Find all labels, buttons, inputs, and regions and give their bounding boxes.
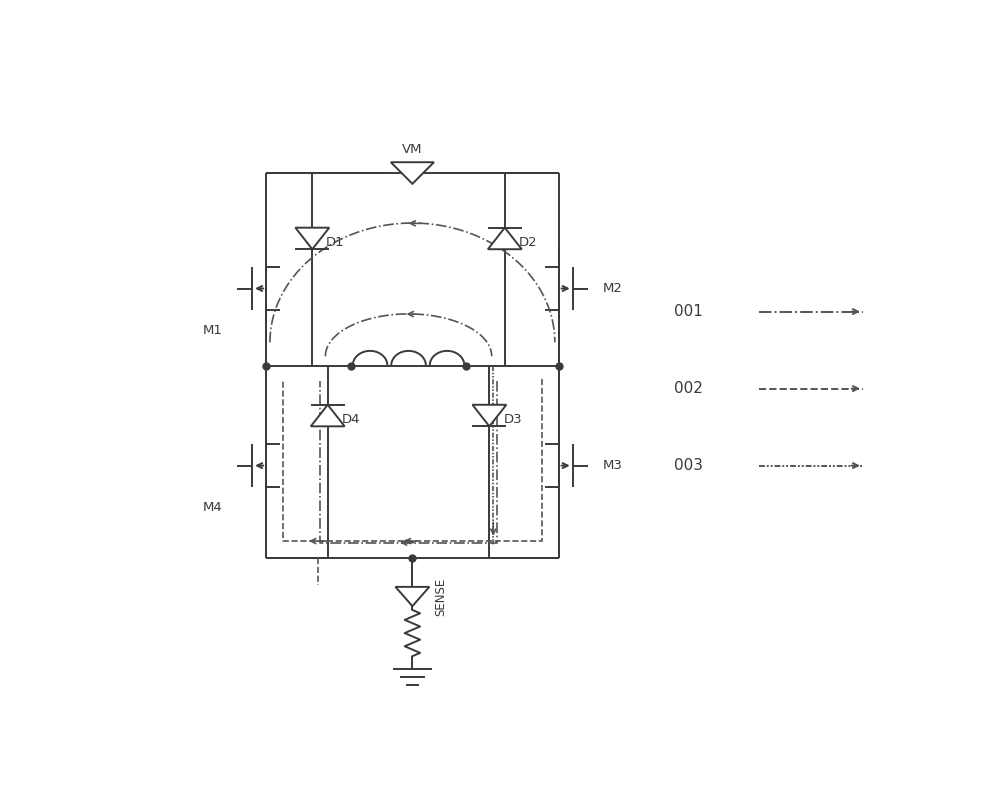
Text: D3: D3 (503, 413, 522, 426)
Polygon shape (295, 228, 329, 250)
Polygon shape (391, 162, 434, 184)
Text: M2: M2 (603, 282, 623, 295)
Polygon shape (395, 587, 429, 606)
Text: M1: M1 (202, 324, 222, 338)
Text: D1: D1 (326, 236, 345, 249)
Text: VM: VM (402, 143, 423, 156)
Text: SENSE: SENSE (434, 578, 447, 616)
Polygon shape (472, 405, 506, 426)
Text: 002: 002 (674, 381, 703, 396)
Polygon shape (488, 228, 522, 250)
Text: M4: M4 (202, 502, 222, 514)
Text: M3: M3 (603, 459, 623, 472)
Text: 001: 001 (674, 304, 703, 319)
Text: D2: D2 (519, 236, 537, 249)
Polygon shape (311, 405, 345, 426)
Text: D4: D4 (342, 413, 360, 426)
Text: 003: 003 (674, 458, 703, 473)
